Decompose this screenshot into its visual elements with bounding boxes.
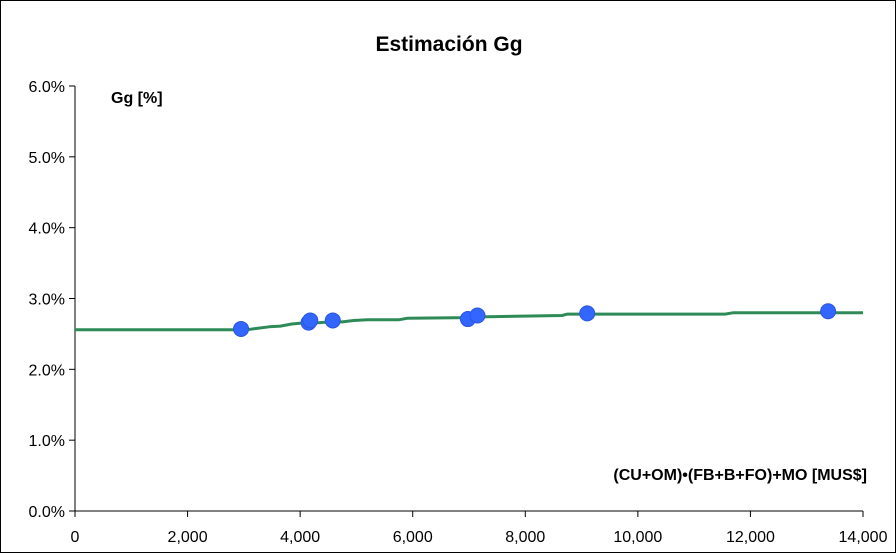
fit-line — [75, 311, 863, 332]
tick-labels: 0.0% 1.0% 2.0% 3.0% 4.0% 5.0% 6.0% 0 2,000 4,000 6… — [29, 79, 888, 546]
data-point — [302, 312, 319, 329]
data-point — [324, 312, 341, 329]
data-point — [579, 305, 596, 322]
chart-title: Estimación Gg — [375, 33, 522, 56]
x-tick-label: 0 — [71, 529, 80, 546]
x-tick-label: 12,000 — [726, 529, 775, 546]
y-axis-title: Gg [%] — [111, 90, 163, 107]
y-tick-label: 5.0% — [29, 150, 65, 167]
y-tick-label: 1.0% — [29, 433, 65, 450]
data-point — [469, 307, 486, 324]
x-tick-label: 2,000 — [168, 529, 208, 546]
x-axis-title: (CU+OM)•(FB+B+FO)+MO [MUS$] — [613, 467, 867, 484]
x-tick-label: 4,000 — [280, 529, 320, 546]
data-series — [75, 303, 863, 337]
x-tick-label: 8,000 — [505, 529, 545, 546]
y-tick-label: 0.0% — [29, 504, 65, 521]
data-point — [820, 303, 837, 320]
y-tick-label: 4.0% — [29, 221, 65, 238]
axes — [74, 86, 863, 512]
y-tick-label: 3.0% — [29, 292, 65, 309]
x-tick-label: 10,000 — [613, 529, 662, 546]
y-tick-label: 6.0% — [29, 79, 65, 96]
y-tick-label: 2.0% — [29, 362, 65, 379]
x-tick-label: 6,000 — [393, 529, 433, 546]
x-tick-label: 14,000 — [839, 529, 888, 546]
data-point — [233, 320, 250, 337]
